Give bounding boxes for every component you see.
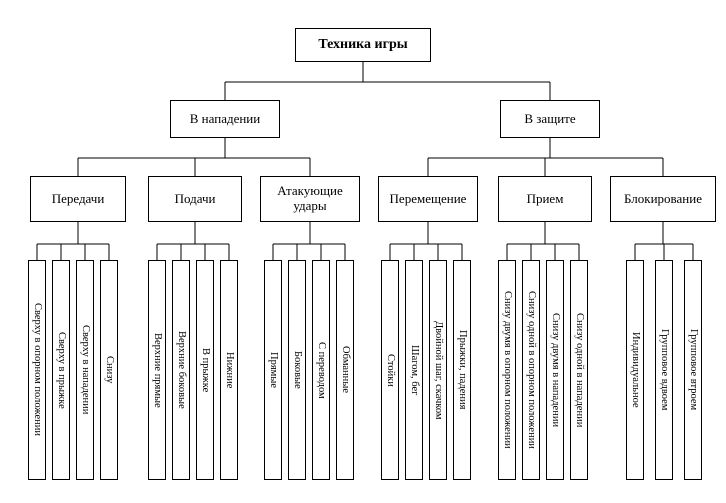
leaf: Снизу одной в нападении bbox=[570, 260, 588, 480]
node-root: Техника игры bbox=[295, 28, 431, 62]
node-peredachi-label: Передачи bbox=[52, 192, 105, 207]
leaf: Верхние прямые bbox=[148, 260, 166, 480]
node-atak-label: Атакующие удары bbox=[263, 184, 357, 214]
leaf: Сверху в прыжке bbox=[52, 260, 70, 480]
leaf: Двойной шаг, скачком bbox=[429, 260, 447, 480]
leaf: Групповое вдвоем bbox=[655, 260, 673, 480]
leaf: Снизу двумя в опорном положении bbox=[498, 260, 516, 480]
node-defense-label: В защите bbox=[524, 112, 575, 127]
leaf: Снизу bbox=[100, 260, 118, 480]
node-priem: Прием bbox=[498, 176, 592, 222]
leaf: Нижние bbox=[220, 260, 238, 480]
node-attack: В нападении bbox=[170, 100, 280, 138]
leaf: Прямые bbox=[264, 260, 282, 480]
leaf: Сверху в нападении bbox=[76, 260, 94, 480]
leaf: С переводом bbox=[312, 260, 330, 480]
node-defense: В защите bbox=[500, 100, 600, 138]
leaf: Обманные bbox=[336, 260, 354, 480]
leaf: Прыжки, падения bbox=[453, 260, 471, 480]
node-attack-label: В нападении bbox=[190, 112, 260, 127]
leaf: Верхние боковые bbox=[172, 260, 190, 480]
node-peredachi: Передачи bbox=[30, 176, 126, 222]
node-perem-label: Перемещение bbox=[390, 192, 467, 207]
node-priem-label: Прием bbox=[527, 192, 564, 207]
node-podachi: Подачи bbox=[148, 176, 242, 222]
leaf: Индивидуальное bbox=[626, 260, 644, 480]
node-atak: Атакующие удары bbox=[260, 176, 360, 222]
leaf: Боковые bbox=[288, 260, 306, 480]
leaf: Стойки bbox=[381, 260, 399, 480]
leaf: Групповое втроем bbox=[684, 260, 702, 480]
node-blok: Блокирование bbox=[610, 176, 716, 222]
leaf: Снизу одной в опорном положении bbox=[522, 260, 540, 480]
node-root-label: Техника игры bbox=[318, 37, 407, 53]
node-perem: Перемещение bbox=[378, 176, 478, 222]
node-blok-label: Блокирование bbox=[624, 192, 702, 207]
node-podachi-label: Подачи bbox=[175, 192, 216, 207]
leaf: Шагом, бег bbox=[405, 260, 423, 480]
leaf: Снизу двумя в нападении bbox=[546, 260, 564, 480]
leaf: В прыжке bbox=[196, 260, 214, 480]
leaf: Сверху в опорном положении bbox=[28, 260, 46, 480]
